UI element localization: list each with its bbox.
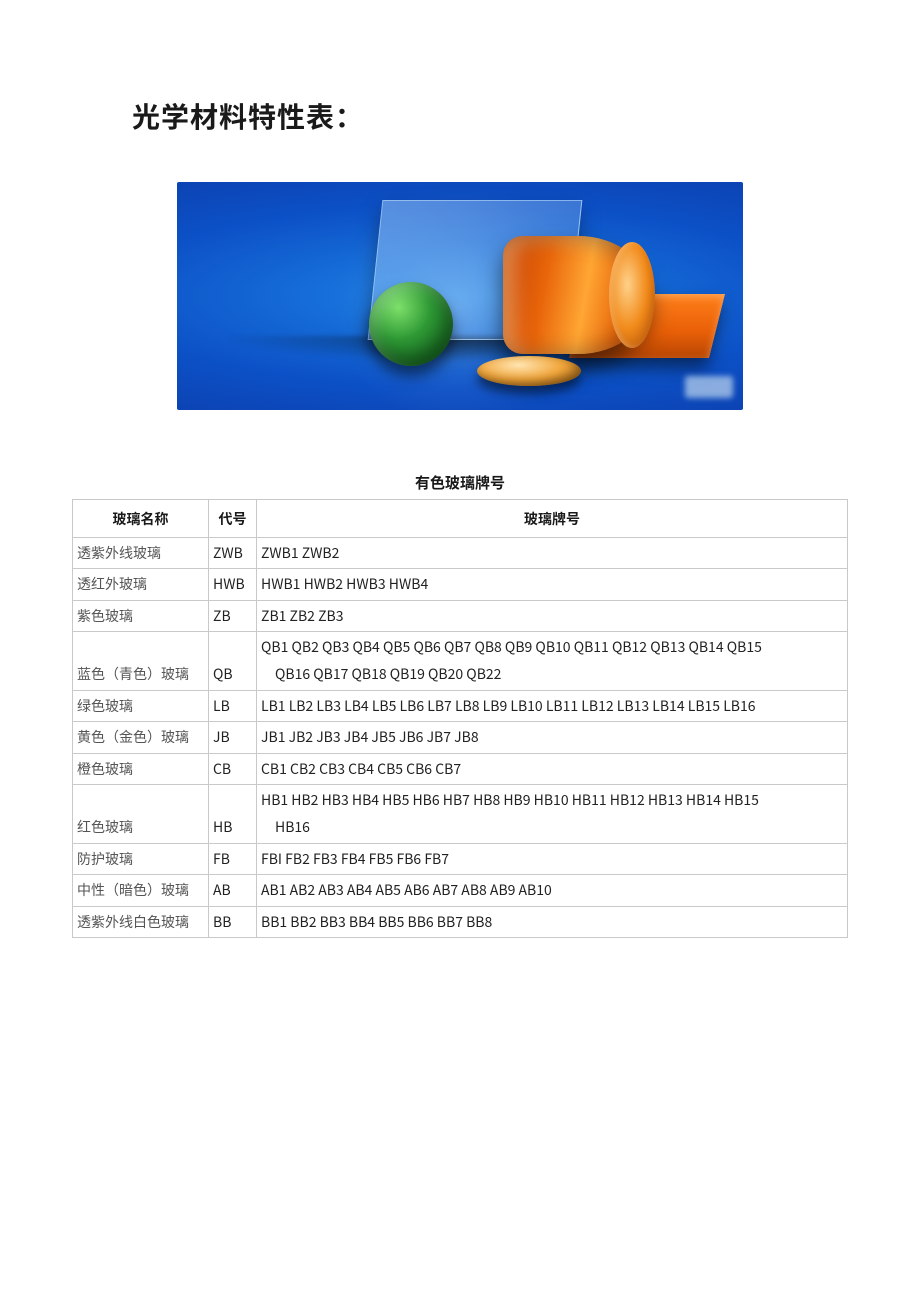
hero-orange-cylinder [503, 236, 651, 354]
cell-glass-code: FB [209, 843, 257, 875]
cell-glass-name: 橙色玻璃 [73, 753, 209, 785]
cell-glass-code: CB [209, 753, 257, 785]
cell-glass-name: 蓝色（青色）玻璃 [73, 632, 209, 690]
table-title: 有色玻璃牌号 [72, 472, 848, 493]
hero-watermark-chip [685, 376, 733, 398]
hero-image-wrap [72, 182, 848, 410]
table-row: 红色玻璃HBHB1 HB2 HB3 HB4 HB5 HB6 HB7 HB8 HB… [73, 785, 848, 843]
cell-glass-name: 紫色玻璃 [73, 600, 209, 632]
cell-glass-models: BB1 BB2 BB3 BB4 BB5 BB6 BB7 BB8 [257, 906, 848, 938]
table-body: 透紫外线玻璃ZWBZWB1 ZWB2透红外玻璃HWBHWB1 HWB2 HWB3… [73, 537, 848, 938]
cell-glass-models: ZB1 ZB2 ZB3 [257, 600, 848, 632]
cell-glass-name: 中性（暗色）玻璃 [73, 875, 209, 907]
cell-glass-name: 透紫外线玻璃 [73, 537, 209, 569]
table-row: 绿色玻璃LBLB1 LB2 LB3 LB4 LB5 LB6 LB7 LB8 LB… [73, 690, 848, 722]
table-row: 透紫外线玻璃ZWBZWB1 ZWB2 [73, 537, 848, 569]
cell-glass-models: HB1 HB2 HB3 HB4 HB5 HB6 HB7 HB8 HB9 HB10… [257, 785, 848, 843]
cell-glass-code: JB [209, 722, 257, 754]
document-page: 光学材料特性表： 有色玻璃牌号 玻璃名称 代号 玻璃牌号 透紫外线玻璃ZWBZW… [0, 0, 920, 1302]
glass-table: 玻璃名称 代号 玻璃牌号 透紫外线玻璃ZWBZWB1 ZWB2透红外玻璃HWBH… [72, 499, 848, 938]
table-header-row: 玻璃名称 代号 玻璃牌号 [73, 500, 848, 538]
hero-green-disc [369, 282, 453, 366]
cell-glass-name: 红色玻璃 [73, 785, 209, 843]
cell-glass-models: HWB1 HWB2 HWB3 HWB4 [257, 569, 848, 601]
models-line-1: QB1 QB2 QB3 QB4 QB5 QB6 QB7 QB8 QB9 QB10… [261, 637, 762, 657]
page-title: 光学材料特性表： [132, 96, 848, 136]
models-line-1: HB1 HB2 HB3 HB4 HB5 HB6 HB7 HB8 HB9 HB10… [261, 790, 759, 810]
cell-glass-code: LB [209, 690, 257, 722]
cell-glass-name: 防护玻璃 [73, 843, 209, 875]
cell-glass-models: QB1 QB2 QB3 QB4 QB5 QB6 QB7 QB8 QB9 QB10… [257, 632, 848, 690]
table-row: 紫色玻璃ZBZB1 ZB2 ZB3 [73, 600, 848, 632]
table-row: 透红外玻璃HWBHWB1 HWB2 HWB3 HWB4 [73, 569, 848, 601]
cell-glass-models: CB1 CB2 CB3 CB4 CB5 CB6 CB7 [257, 753, 848, 785]
cell-glass-name: 黄色（金色）玻璃 [73, 722, 209, 754]
cell-glass-code: ZB [209, 600, 257, 632]
table-row: 黄色（金色）玻璃JBJB1 JB2 JB3 JB4 JB5 JB6 JB7 JB… [73, 722, 848, 754]
cell-glass-code: HWB [209, 569, 257, 601]
cell-glass-code: BB [209, 906, 257, 938]
table-row: 中性（暗色）玻璃ABAB1 AB2 AB3 AB4 AB5 AB6 AB7 AB… [73, 875, 848, 907]
cell-glass-models: ZWB1 ZWB2 [257, 537, 848, 569]
cell-glass-models: JB1 JB2 JB3 JB4 JB5 JB6 JB7 JB8 [257, 722, 848, 754]
cell-glass-code: HB [209, 785, 257, 843]
cell-glass-code: AB [209, 875, 257, 907]
col-header-code: 代号 [209, 500, 257, 538]
models-line-2: HB16 [261, 814, 843, 841]
table-row: 透紫外线白色玻璃BBBB1 BB2 BB3 BB4 BB5 BB6 BB7 BB… [73, 906, 848, 938]
col-header-name: 玻璃名称 [73, 500, 209, 538]
hero-image [177, 182, 743, 410]
table-row: 蓝色（青色）玻璃QBQB1 QB2 QB3 QB4 QB5 QB6 QB7 QB… [73, 632, 848, 690]
col-header-models: 玻璃牌号 [257, 500, 848, 538]
cell-glass-models: LB1 LB2 LB3 LB4 LB5 LB6 LB7 LB8 LB9 LB10… [257, 690, 848, 722]
hero-amber-disc [477, 356, 581, 386]
cell-glass-name: 透红外玻璃 [73, 569, 209, 601]
cell-glass-code: ZWB [209, 537, 257, 569]
table-row: 橙色玻璃CBCB1 CB2 CB3 CB4 CB5 CB6 CB7 [73, 753, 848, 785]
cell-glass-models: AB1 AB2 AB3 AB4 AB5 AB6 AB7 AB8 AB9 AB10 [257, 875, 848, 907]
cell-glass-name: 透紫外线白色玻璃 [73, 906, 209, 938]
cell-glass-name: 绿色玻璃 [73, 690, 209, 722]
cell-glass-models: FBI FB2 FB3 FB4 FB5 FB6 FB7 [257, 843, 848, 875]
table-row: 防护玻璃FBFBI FB2 FB3 FB4 FB5 FB6 FB7 [73, 843, 848, 875]
models-line-2: QB16 QB17 QB18 QB19 QB20 QB22 [261, 661, 843, 688]
cell-glass-code: QB [209, 632, 257, 690]
